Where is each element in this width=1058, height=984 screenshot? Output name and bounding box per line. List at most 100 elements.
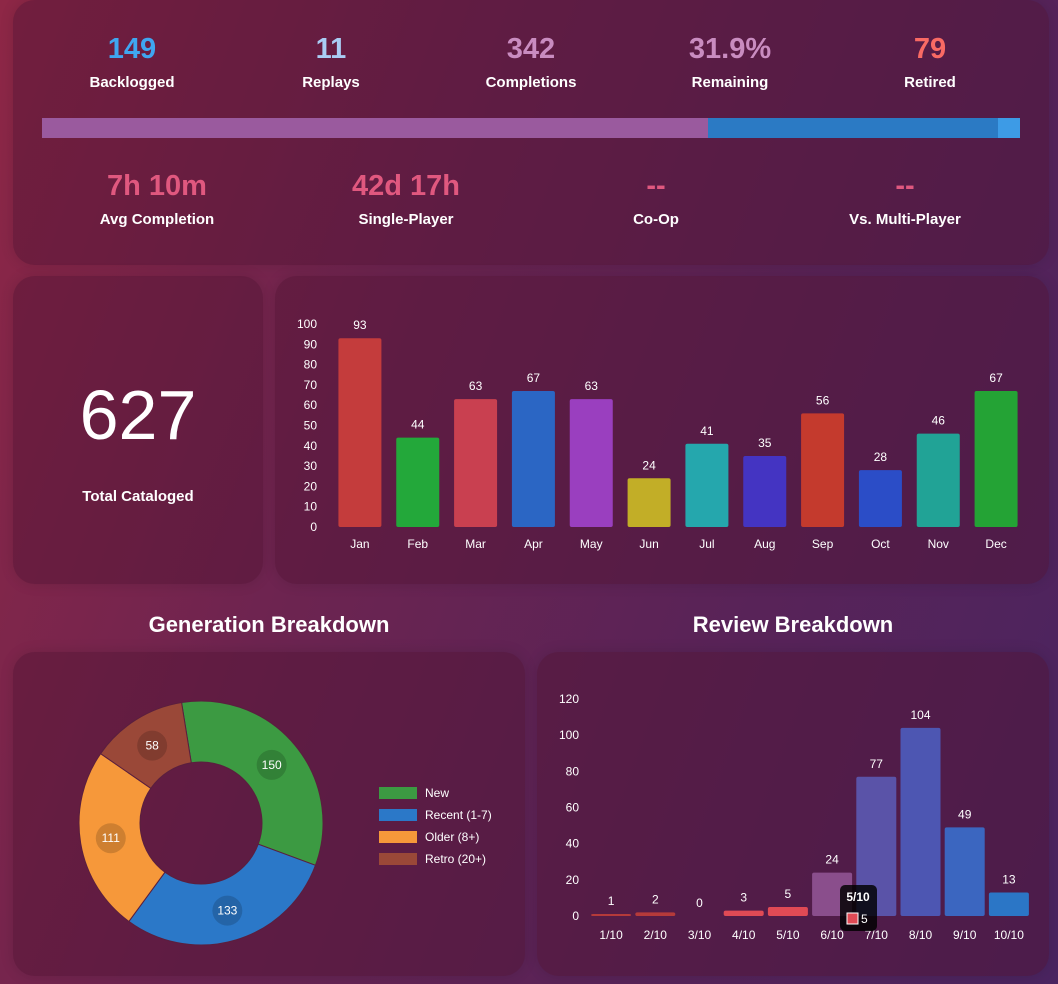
completion-progress-bar bbox=[42, 118, 1020, 138]
x-tick-label: Feb bbox=[407, 537, 428, 551]
x-tick-label: Dec bbox=[985, 537, 1006, 551]
bar-oct[interactable] bbox=[858, 470, 902, 527]
x-tick-label: 7/10 bbox=[865, 928, 889, 942]
legend-item-recent[interactable]: Recent (1-7) bbox=[379, 804, 492, 826]
total-cataloged-value: 627 bbox=[79, 376, 197, 454]
y-tick-label: 50 bbox=[304, 419, 318, 433]
review-bar-2[interactable] bbox=[635, 912, 676, 916]
slice-value-label: 150 bbox=[262, 758, 282, 772]
review-bar-7[interactable] bbox=[856, 776, 897, 916]
legend-item-retro[interactable]: Retro (20+) bbox=[379, 848, 492, 870]
bar-aug[interactable] bbox=[743, 455, 787, 527]
donut-slice-2[interactable] bbox=[78, 752, 166, 923]
bar-feb[interactable] bbox=[396, 437, 440, 527]
slice-label-bg bbox=[95, 823, 126, 854]
bar-dec[interactable] bbox=[974, 390, 1018, 527]
stat-value: 79 bbox=[913, 33, 947, 65]
stat-label: Replays bbox=[302, 74, 360, 91]
time-label: Avg Completion bbox=[99, 211, 215, 228]
legend-swatch bbox=[379, 853, 417, 865]
x-tick-label: 6/10 bbox=[820, 928, 844, 942]
bar-value-label: 77 bbox=[870, 757, 884, 771]
x-tick-label: 3/10 bbox=[688, 928, 712, 942]
x-tick-label: Jul bbox=[699, 537, 714, 551]
time-label: Vs. Multi-Player bbox=[849, 211, 961, 228]
bar-value-label: 35 bbox=[758, 436, 772, 450]
time-value: -- bbox=[895, 170, 915, 202]
bar-value-label: 24 bbox=[825, 853, 839, 867]
stat-retired: 79 Retired bbox=[830, 33, 1030, 92]
y-tick-label: 80 bbox=[304, 358, 318, 372]
review-bar-4[interactable] bbox=[723, 910, 764, 916]
review-bar-5[interactable] bbox=[767, 906, 808, 916]
bar-value-label: 63 bbox=[585, 379, 599, 393]
stat-label: Remaining bbox=[691, 74, 769, 91]
y-tick-label: 20 bbox=[304, 479, 318, 493]
progress-segment-completed bbox=[42, 118, 709, 138]
slice-value-label: 133 bbox=[217, 904, 237, 918]
x-tick-label: 1/10 bbox=[599, 928, 623, 942]
donut-slice-0[interactable] bbox=[180, 700, 324, 866]
y-tick-label: 100 bbox=[559, 728, 579, 742]
donut-slice-1[interactable] bbox=[128, 843, 317, 946]
slice-label-bg bbox=[137, 730, 168, 761]
y-tick-label: 70 bbox=[304, 378, 318, 392]
bar-apr[interactable] bbox=[511, 390, 555, 527]
y-tick-label: 40 bbox=[566, 837, 580, 851]
x-tick-label: Jun bbox=[639, 537, 658, 551]
bar-jul[interactable] bbox=[685, 443, 729, 527]
legend-label: Retro (20+) bbox=[425, 852, 487, 866]
y-tick-label: 90 bbox=[304, 337, 318, 351]
bar-mar[interactable] bbox=[454, 399, 498, 527]
time-value: -- bbox=[646, 170, 666, 202]
legend-item-older[interactable]: Older (8+) bbox=[379, 826, 492, 848]
bar-value-label: 0 bbox=[696, 896, 703, 910]
bar-value-label: 56 bbox=[816, 393, 830, 407]
slice-value-label: 58 bbox=[145, 739, 159, 753]
time-label: Co-Op bbox=[633, 211, 679, 228]
bar-value-label: 67 bbox=[989, 371, 1003, 385]
x-tick-label: 2/10 bbox=[644, 928, 668, 942]
stat-completions: 342 Completions bbox=[431, 35, 631, 92]
bar-value-label: 5 bbox=[785, 887, 792, 901]
review-bar-9[interactable] bbox=[944, 827, 985, 916]
y-tick-label: 40 bbox=[304, 439, 318, 453]
tooltip-title: 5/10 bbox=[846, 890, 870, 904]
review-panel bbox=[537, 652, 1049, 976]
x-tick-label: Aug bbox=[754, 537, 775, 551]
x-tick-label: 9/10 bbox=[953, 928, 977, 942]
stat-value: 149 bbox=[107, 33, 157, 65]
review-bar-8[interactable] bbox=[900, 727, 941, 916]
y-tick-label: 30 bbox=[304, 459, 318, 473]
progress-segment-backlogged bbox=[708, 118, 999, 138]
x-tick-label: 4/10 bbox=[732, 928, 756, 942]
stat-replays: 11 Replays bbox=[231, 35, 431, 92]
legend-item-new[interactable]: New bbox=[379, 782, 492, 804]
y-tick-label: 10 bbox=[304, 500, 318, 514]
legend-label: Older (8+) bbox=[425, 830, 480, 844]
bar-jan[interactable] bbox=[338, 338, 382, 527]
bar-sep[interactable] bbox=[801, 413, 845, 527]
review-bar-1[interactable] bbox=[591, 914, 632, 916]
donut-slice-3[interactable] bbox=[99, 701, 192, 790]
bar-may[interactable] bbox=[569, 399, 613, 527]
y-tick-label: 20 bbox=[566, 873, 580, 887]
y-tick-label: 0 bbox=[572, 909, 579, 923]
time-single-player: 42d 17h Single-Player bbox=[281, 172, 531, 229]
legend-swatch bbox=[379, 787, 417, 799]
bar-value-label: 41 bbox=[700, 424, 714, 438]
x-tick-label: 5/10 bbox=[776, 928, 800, 942]
x-tick-label: Jan bbox=[350, 537, 369, 551]
bar-value-label: 46 bbox=[932, 414, 946, 428]
generation-legend: New Recent (1-7) Older (8+) Retro (20+) bbox=[379, 782, 492, 870]
bar-nov[interactable] bbox=[916, 433, 960, 527]
review-bar-10[interactable] bbox=[988, 892, 1029, 916]
stat-remaining: 31.9% Remaining bbox=[630, 35, 830, 92]
bar-jun[interactable] bbox=[627, 478, 671, 527]
bar-value-label: 63 bbox=[469, 379, 483, 393]
monthly-bar-chart: 0 10 20 30 40 50 60 70 80 90 100 93 Jan 44 Feb 63 Mar 67 A… bbox=[297, 317, 1018, 551]
y-tick-label: 80 bbox=[566, 764, 580, 778]
slice-value-label: 111 bbox=[102, 831, 121, 845]
review-breakdown-title: Review Breakdown bbox=[692, 612, 894, 637]
y-tick-label: 120 bbox=[559, 692, 579, 706]
